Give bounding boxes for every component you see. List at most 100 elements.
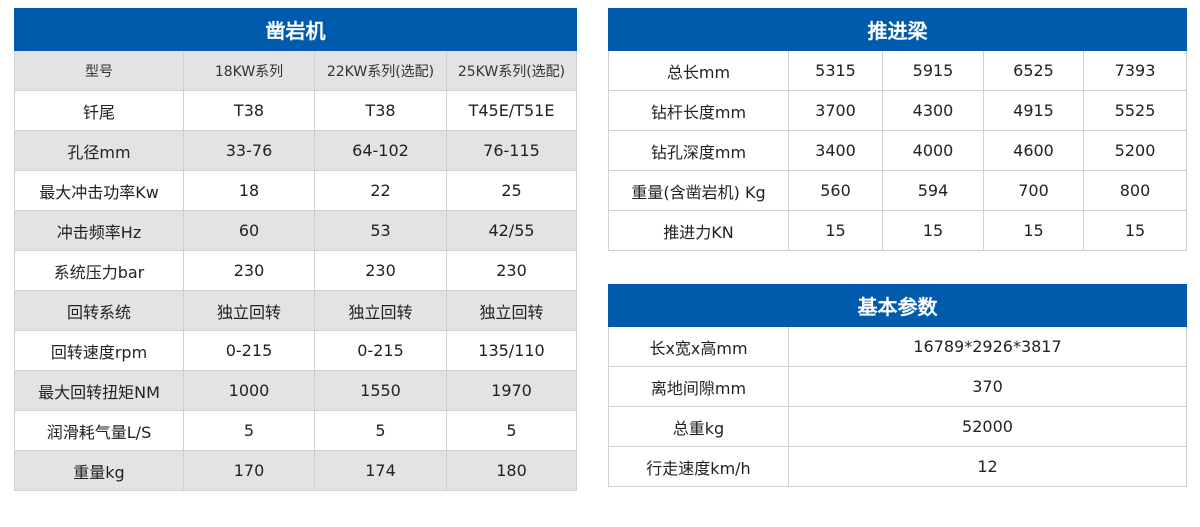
row-label: 回转系统 (14, 290, 184, 331)
row-label: 重量(含凿岩机) Kg (608, 170, 789, 211)
table-row: 钎尾 T38 T38 T45E/T51E (14, 90, 577, 131)
table-row: 长x宽x高mm 16789*2926*3817 (608, 326, 1187, 367)
table-row: 冲击频率Hz 60 53 42/55 (14, 210, 577, 251)
table-row: 行走速度km/h 12 (608, 446, 1187, 487)
basic-params-table: 基本参数 长x宽x高mm 16789*2926*3817 离地间隙mm 370 总重kg… (608, 284, 1187, 487)
cell-value: 4915 (983, 90, 1084, 131)
cell-value: 25KW系列(选配) (446, 50, 577, 91)
cell-value: 700 (983, 170, 1084, 211)
table-title: 凿岩机 (14, 8, 577, 51)
cell-value: 25 (446, 170, 577, 211)
table-title: 基本参数 (608, 284, 1187, 327)
row-label: 最大冲击功率Kw (14, 170, 184, 211)
table-row: 型号 18KW系列 22KW系列(选配) 25KW系列(选配) (14, 50, 577, 91)
cell-value: 5915 (882, 50, 984, 91)
cell-value: 12 (788, 446, 1187, 487)
cell-value: 5 (446, 410, 577, 451)
table-row: 最大回转扭矩NM 1000 1550 1970 (14, 370, 577, 411)
cell-value: 5 (183, 410, 315, 451)
cell-value: 52000 (788, 406, 1187, 447)
cell-value: 170 (183, 450, 315, 491)
table-row: 总重kg 52000 (608, 406, 1187, 447)
rock-drill-table: 凿岩机 型号 18KW系列 22KW系列(选配) 25KW系列(选配) 钎尾 T38 T38… (14, 8, 577, 491)
cell-value: 64-102 (314, 130, 447, 171)
cell-value: 53 (314, 210, 447, 251)
row-label: 冲击频率Hz (14, 210, 184, 251)
cell-value: 594 (882, 170, 984, 211)
table-row: 钻孔深度mm 3400 4000 4600 5200 (608, 130, 1188, 171)
cell-value: 5 (314, 410, 447, 451)
row-label: 长x宽x高mm (608, 326, 789, 367)
cell-value: 560 (788, 170, 883, 211)
cell-value: 33-76 (183, 130, 315, 171)
table-row: 润滑耗气量L/S 5 5 5 (14, 410, 577, 451)
cell-value: 1000 (183, 370, 315, 411)
cell-value: 15 (882, 210, 984, 251)
row-label: 最大回转扭矩NM (14, 370, 184, 411)
row-label: 回转速度rpm (14, 330, 184, 371)
cell-value: 174 (314, 450, 447, 491)
cell-value: 1970 (446, 370, 577, 411)
table-row: 钻杆长度mm 3700 4300 4915 5525 (608, 90, 1188, 131)
row-label: 推进力KN (608, 210, 789, 251)
cell-value: 4300 (882, 90, 984, 131)
row-label: 总长mm (608, 50, 789, 91)
table-row: 总长mm 5315 5915 6525 7393 (608, 50, 1188, 91)
cell-value: 230 (183, 250, 315, 291)
feed-beam-table: 推进梁 总长mm 5315 5915 6525 7393 钻杆长度mm 3700 4300 49… (607, 8, 1188, 251)
cell-value: 42/55 (446, 210, 577, 251)
row-label: 型号 (14, 50, 184, 91)
row-label: 钻杆长度mm (608, 90, 789, 131)
table-row: 重量(含凿岩机) Kg 560 594 700 800 (608, 170, 1188, 211)
cell-value: 15 (983, 210, 1084, 251)
table-row: 重量kg 170 174 180 (14, 450, 577, 491)
cell-value: T38 (183, 90, 315, 131)
cell-value: 230 (446, 250, 577, 291)
cell-value: 7393 (1082, 50, 1188, 91)
cell-value: 15 (1082, 210, 1188, 251)
table-row: 孔径mm 33-76 64-102 76-115 (14, 130, 577, 171)
cell-value: 22 (314, 170, 447, 211)
cell-value: 5525 (1082, 90, 1188, 131)
table-row: 回转速度rpm 0-215 0-215 135/110 (14, 330, 577, 371)
cell-value: 180 (446, 450, 577, 491)
row-label: 钎尾 (14, 90, 184, 131)
cell-value: 15 (788, 210, 883, 251)
row-label: 孔径mm (14, 130, 184, 171)
cell-value: 16789*2926*3817 (788, 326, 1187, 367)
cell-value: 0-215 (183, 330, 315, 371)
cell-value: 3700 (788, 90, 883, 131)
cell-value: 230 (314, 250, 447, 291)
row-label: 系统压力bar (14, 250, 184, 291)
cell-value: 4600 (983, 130, 1084, 171)
row-label: 离地间隙mm (608, 366, 789, 407)
cell-value: 370 (788, 366, 1187, 407)
cell-value: 18KW系列 (183, 50, 315, 91)
cell-value: 800 (1082, 170, 1188, 211)
cell-value: T38 (314, 90, 447, 131)
cell-value: 5315 (788, 50, 883, 91)
table-row: 离地间隙mm 370 (608, 366, 1187, 407)
row-label: 总重kg (608, 406, 789, 447)
cell-value: 独立回转 (446, 290, 577, 331)
cell-value: 4000 (882, 130, 984, 171)
cell-value: 6525 (983, 50, 1084, 91)
row-label: 钻孔深度mm (608, 130, 789, 171)
cell-value: 0-215 (314, 330, 447, 371)
table-row: 推进力KN 15 15 15 15 (608, 210, 1188, 251)
table-row: 回转系统 独立回转 独立回转 独立回转 (14, 290, 577, 331)
cell-value: 3400 (788, 130, 883, 171)
cell-value: 独立回转 (314, 290, 447, 331)
cell-value: 5200 (1082, 130, 1188, 171)
cell-value: 60 (183, 210, 315, 251)
row-label: 行走速度km/h (608, 446, 789, 487)
row-label: 重量kg (14, 450, 184, 491)
table-row: 系统压力bar 230 230 230 (14, 250, 577, 291)
cell-value: 独立回转 (183, 290, 315, 331)
table-row: 最大冲击功率Kw 18 22 25 (14, 170, 577, 211)
cell-value: 18 (183, 170, 315, 211)
cell-value: 1550 (314, 370, 447, 411)
cell-value: 76-115 (446, 130, 577, 171)
table-title: 推进梁 (607, 8, 1188, 51)
cell-value: 22KW系列(选配) (314, 50, 447, 91)
